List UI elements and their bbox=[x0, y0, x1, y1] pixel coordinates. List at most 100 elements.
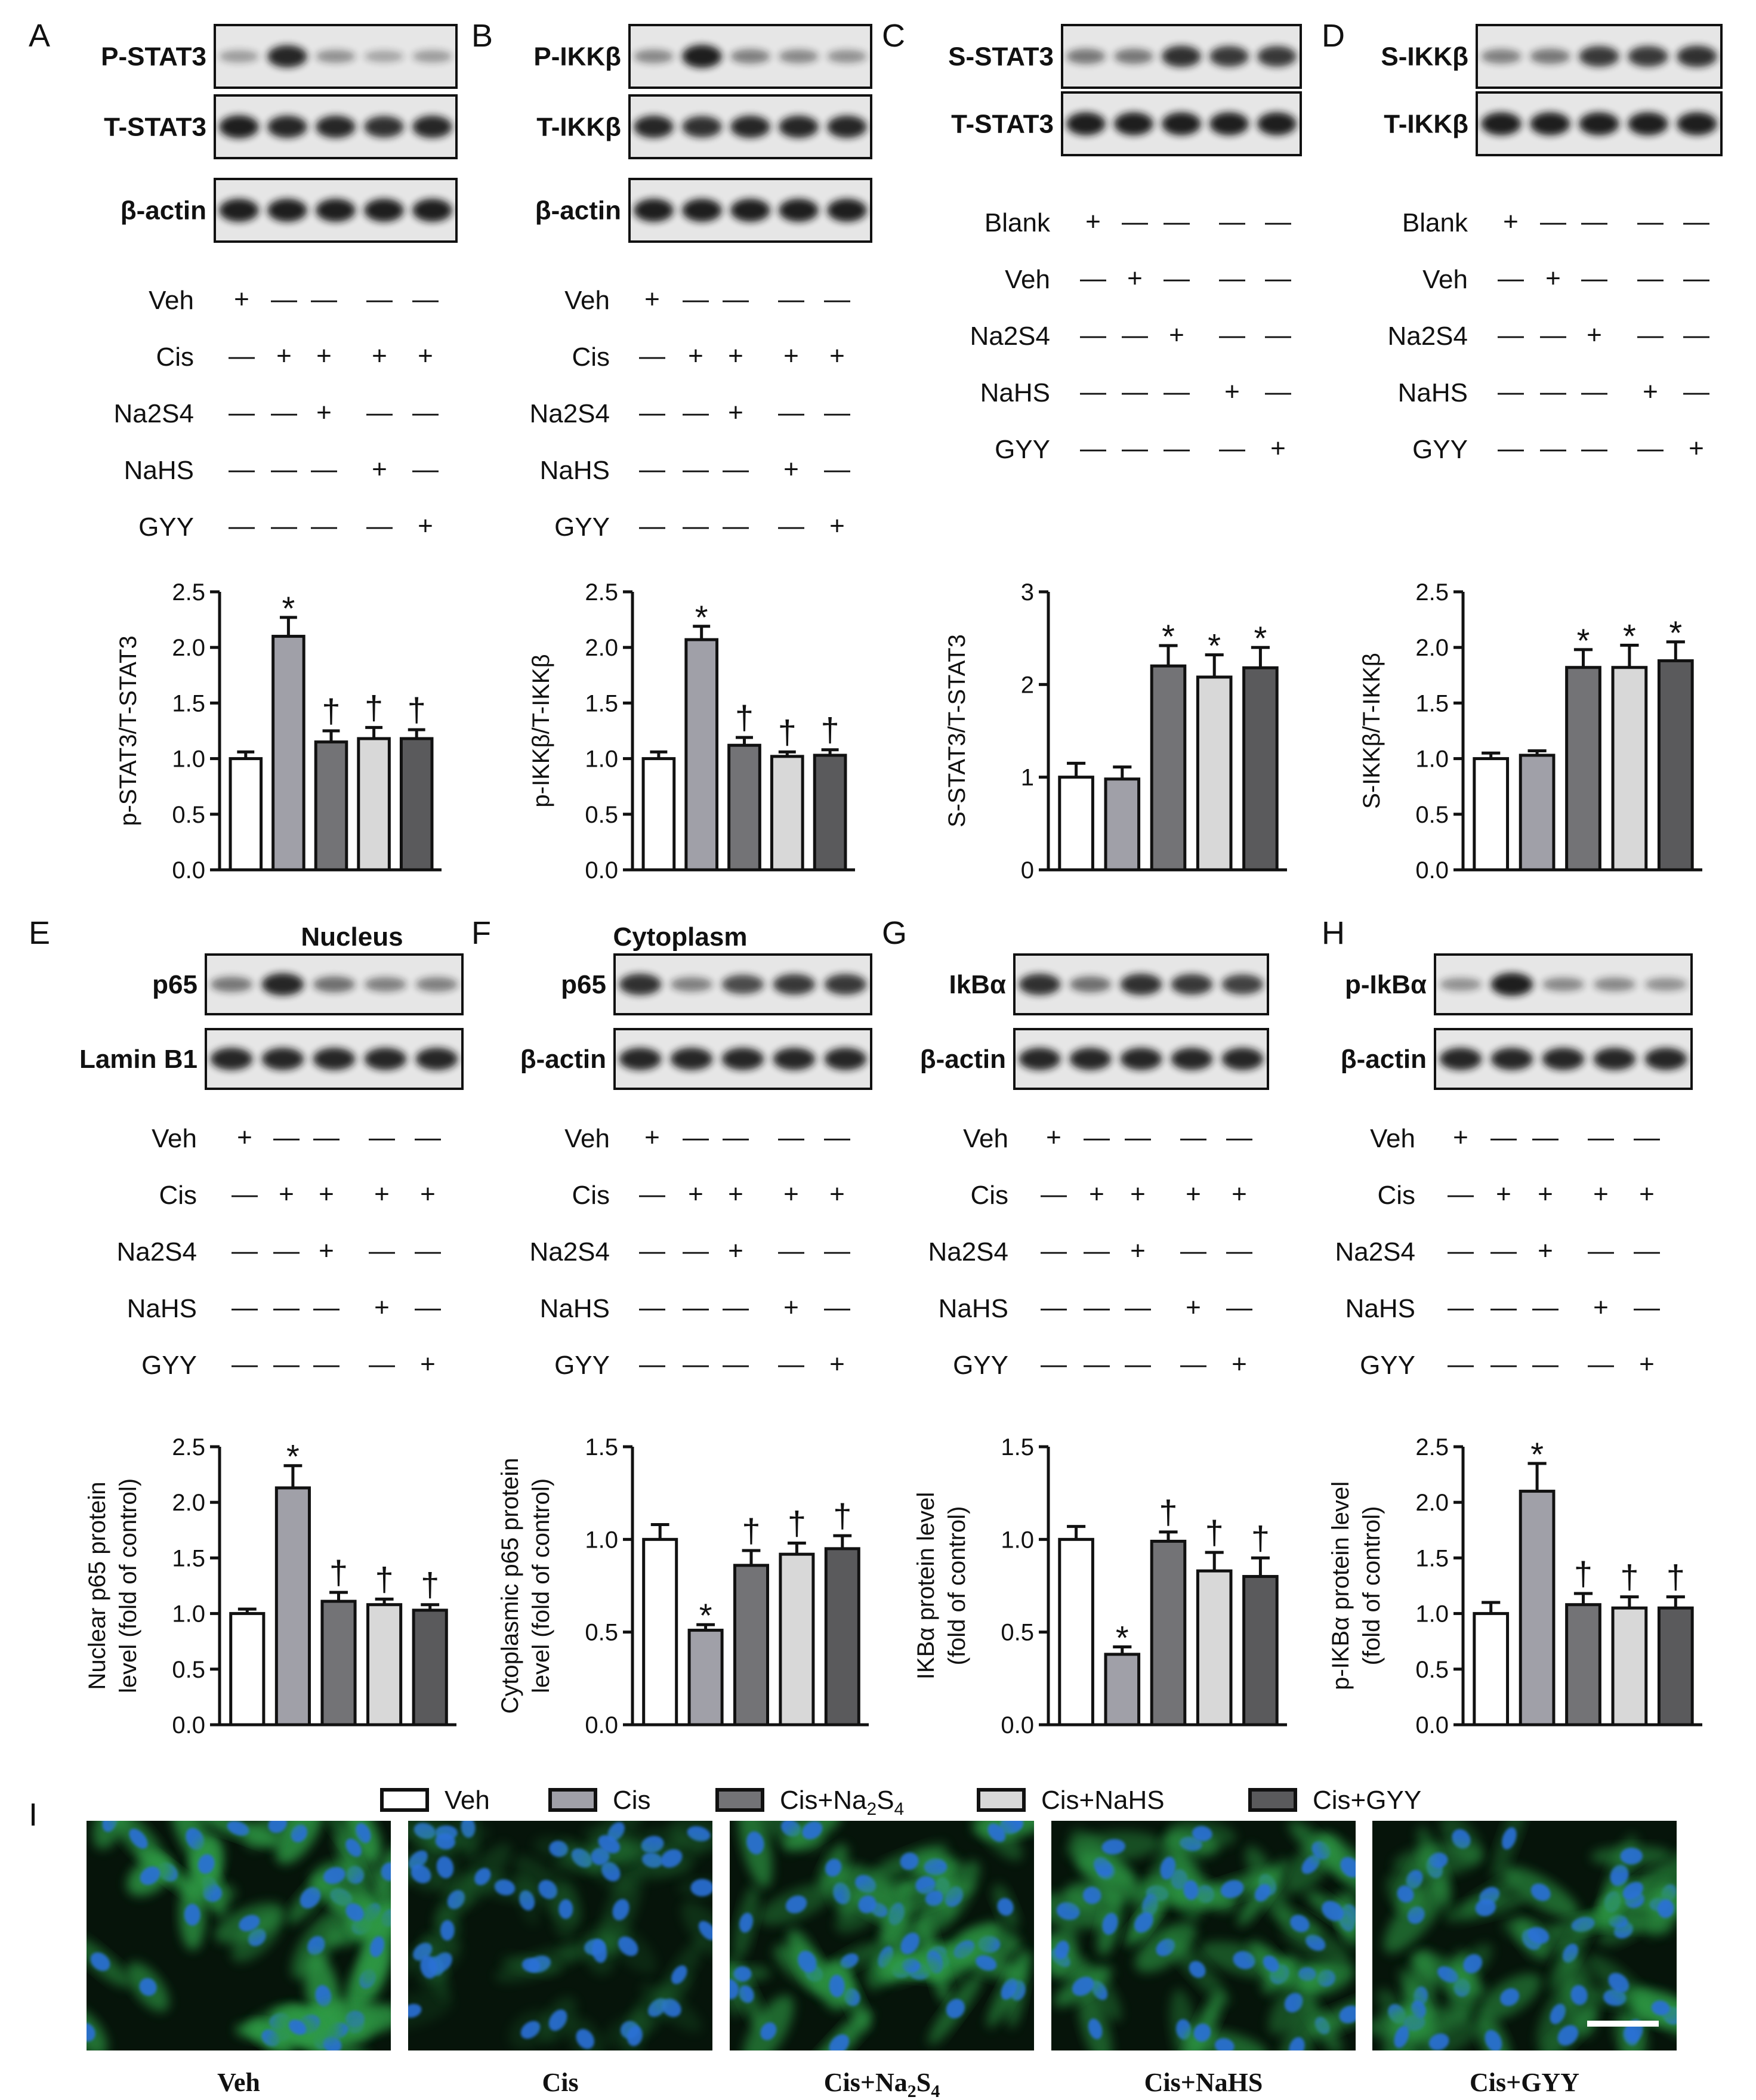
nucleus bbox=[1082, 1886, 1101, 1904]
y-tick-label: 2.5 bbox=[1415, 1434, 1449, 1460]
treatment-label: NaHS bbox=[1345, 1294, 1415, 1323]
treatment-sign: + bbox=[1130, 1179, 1146, 1209]
treatment-sign: — bbox=[1164, 434, 1190, 463]
treatment-sign: + bbox=[374, 1293, 390, 1322]
y-tick-label: 1.5 bbox=[1415, 1545, 1449, 1571]
treatment-sign: — bbox=[1540, 207, 1566, 236]
treatment-sign: + bbox=[783, 1179, 799, 1209]
blot-row-label: p-IkBα bbox=[1345, 970, 1427, 999]
nucleus bbox=[1183, 1880, 1199, 1900]
legend-swatch bbox=[715, 1788, 764, 1812]
treatment-sign: + bbox=[688, 1179, 703, 1209]
blot-row-label: β-actin bbox=[920, 1045, 1006, 1074]
bar-Cis+Na2S4 bbox=[320, 1599, 357, 1727]
nucleus bbox=[915, 1876, 936, 1894]
treatment-sign: — bbox=[723, 1293, 749, 1322]
blot-header: Nucleus bbox=[301, 922, 403, 952]
band bbox=[316, 115, 356, 138]
nucleus bbox=[129, 1829, 148, 1849]
bar-Cis+Na2S4 bbox=[1150, 1539, 1187, 1727]
y-tick-label: 1.0 bbox=[172, 1601, 205, 1628]
nucleus bbox=[102, 1821, 118, 1832]
nucleus bbox=[1189, 1960, 1206, 1978]
treatment-sign: — bbox=[1588, 1123, 1614, 1152]
blot-header: Cytoplasm bbox=[613, 922, 748, 952]
treatment-sign: — bbox=[412, 285, 439, 314]
panel-letter-F: F bbox=[471, 915, 491, 951]
nucleus bbox=[268, 1821, 288, 1833]
treatment-sign: — bbox=[1581, 264, 1607, 293]
treatment-sign: — bbox=[1219, 264, 1245, 293]
y-axis-label: level (fold of control) bbox=[115, 1478, 141, 1693]
nucleus bbox=[760, 2022, 777, 2040]
treatment-label: GYY bbox=[554, 512, 610, 542]
treatment-label: Na2S4 bbox=[529, 399, 610, 428]
treatment-label: Cis bbox=[970, 1181, 1008, 1210]
treatment-sign: — bbox=[229, 455, 255, 484]
treatment-sign: — bbox=[723, 285, 749, 314]
treatment-label: Na2S4 bbox=[116, 1237, 197, 1267]
band bbox=[1579, 46, 1619, 67]
band bbox=[773, 974, 816, 995]
bar-Na2S4 bbox=[1150, 664, 1187, 872]
treatment-sign: — bbox=[1448, 1179, 1474, 1209]
treatment-sign: + bbox=[372, 341, 387, 370]
nucleus bbox=[1394, 2025, 1409, 2048]
treatment-sign: — bbox=[778, 398, 804, 427]
y-tick-label: 0.5 bbox=[1415, 802, 1449, 828]
band bbox=[1542, 1048, 1585, 1070]
band bbox=[634, 199, 674, 222]
treatment-sign: + bbox=[1085, 207, 1101, 236]
treatment-sign: — bbox=[1532, 1293, 1559, 1322]
treatment-sign: — bbox=[229, 341, 255, 370]
panel-letter-E: E bbox=[29, 915, 50, 951]
treatment-sign: — bbox=[1448, 1349, 1474, 1379]
treatment-sign: + bbox=[688, 341, 703, 370]
treatment-sign: + bbox=[644, 1123, 660, 1152]
blot-row-label: β-actin bbox=[1341, 1045, 1427, 1074]
treatment-sign: + bbox=[372, 455, 387, 484]
y-tick-label: 0.0 bbox=[585, 1712, 618, 1738]
blot-panel-A: P-STAT3 T-STAT3 β-actin bbox=[101, 24, 458, 243]
band bbox=[364, 116, 404, 138]
micrograph-caption: Cis+GYY bbox=[1470, 2068, 1579, 2097]
treatment-label: Veh bbox=[564, 1124, 610, 1153]
band bbox=[670, 1048, 713, 1070]
nucleus bbox=[1428, 2033, 1449, 2050]
blot-row-label: β-actin bbox=[121, 196, 206, 226]
treatment-sign: — bbox=[1219, 320, 1245, 350]
treatment-table-A: Veh + — — — — Cis — + + + + Na2S4 — — + — — NaHS — — — + — GYY — —… bbox=[113, 285, 439, 542]
caption-text: Veh bbox=[217, 2068, 260, 2097]
nucleus bbox=[1193, 2023, 1211, 2042]
nucleus bbox=[408, 2003, 422, 2018]
treatment-sign: — bbox=[639, 1293, 665, 1322]
micrograph-1: Veh bbox=[87, 1821, 391, 2097]
band bbox=[210, 1048, 253, 1070]
treatment-sign: — bbox=[1532, 1123, 1559, 1152]
y-tick-label: 3 bbox=[1021, 579, 1034, 606]
y-tick-label: 1.0 bbox=[585, 1527, 618, 1553]
treatment-label: NaHS bbox=[540, 456, 610, 485]
band bbox=[779, 49, 819, 64]
bar-NaHS bbox=[1611, 666, 1648, 872]
treatment-sign: — bbox=[683, 398, 709, 427]
caption-text: Cis+NaHS bbox=[1144, 2068, 1263, 2097]
nucleus bbox=[440, 1920, 455, 1941]
nucleus bbox=[1651, 2000, 1670, 2016]
nucleus bbox=[627, 2025, 643, 2046]
treatment-sign: — bbox=[313, 1349, 340, 1379]
y-tick-label: 0 bbox=[1021, 857, 1034, 884]
cells bbox=[87, 1821, 391, 2050]
treatment-sign: + bbox=[1186, 1179, 1201, 1209]
y-tick-label: 1.0 bbox=[1415, 1601, 1449, 1628]
blot-row-label: T-STAT3 bbox=[951, 110, 1054, 139]
nucleus bbox=[1102, 1913, 1118, 1935]
caption-subscript: 2 bbox=[908, 2082, 916, 2100]
treatment-sign: — bbox=[683, 285, 709, 314]
bar-Cis bbox=[687, 1629, 724, 1727]
treatment-sign: + bbox=[1453, 1123, 1468, 1152]
nucleus bbox=[227, 1821, 249, 1836]
nucleus bbox=[1608, 1972, 1630, 1993]
treatment-label: Blank bbox=[985, 208, 1051, 237]
